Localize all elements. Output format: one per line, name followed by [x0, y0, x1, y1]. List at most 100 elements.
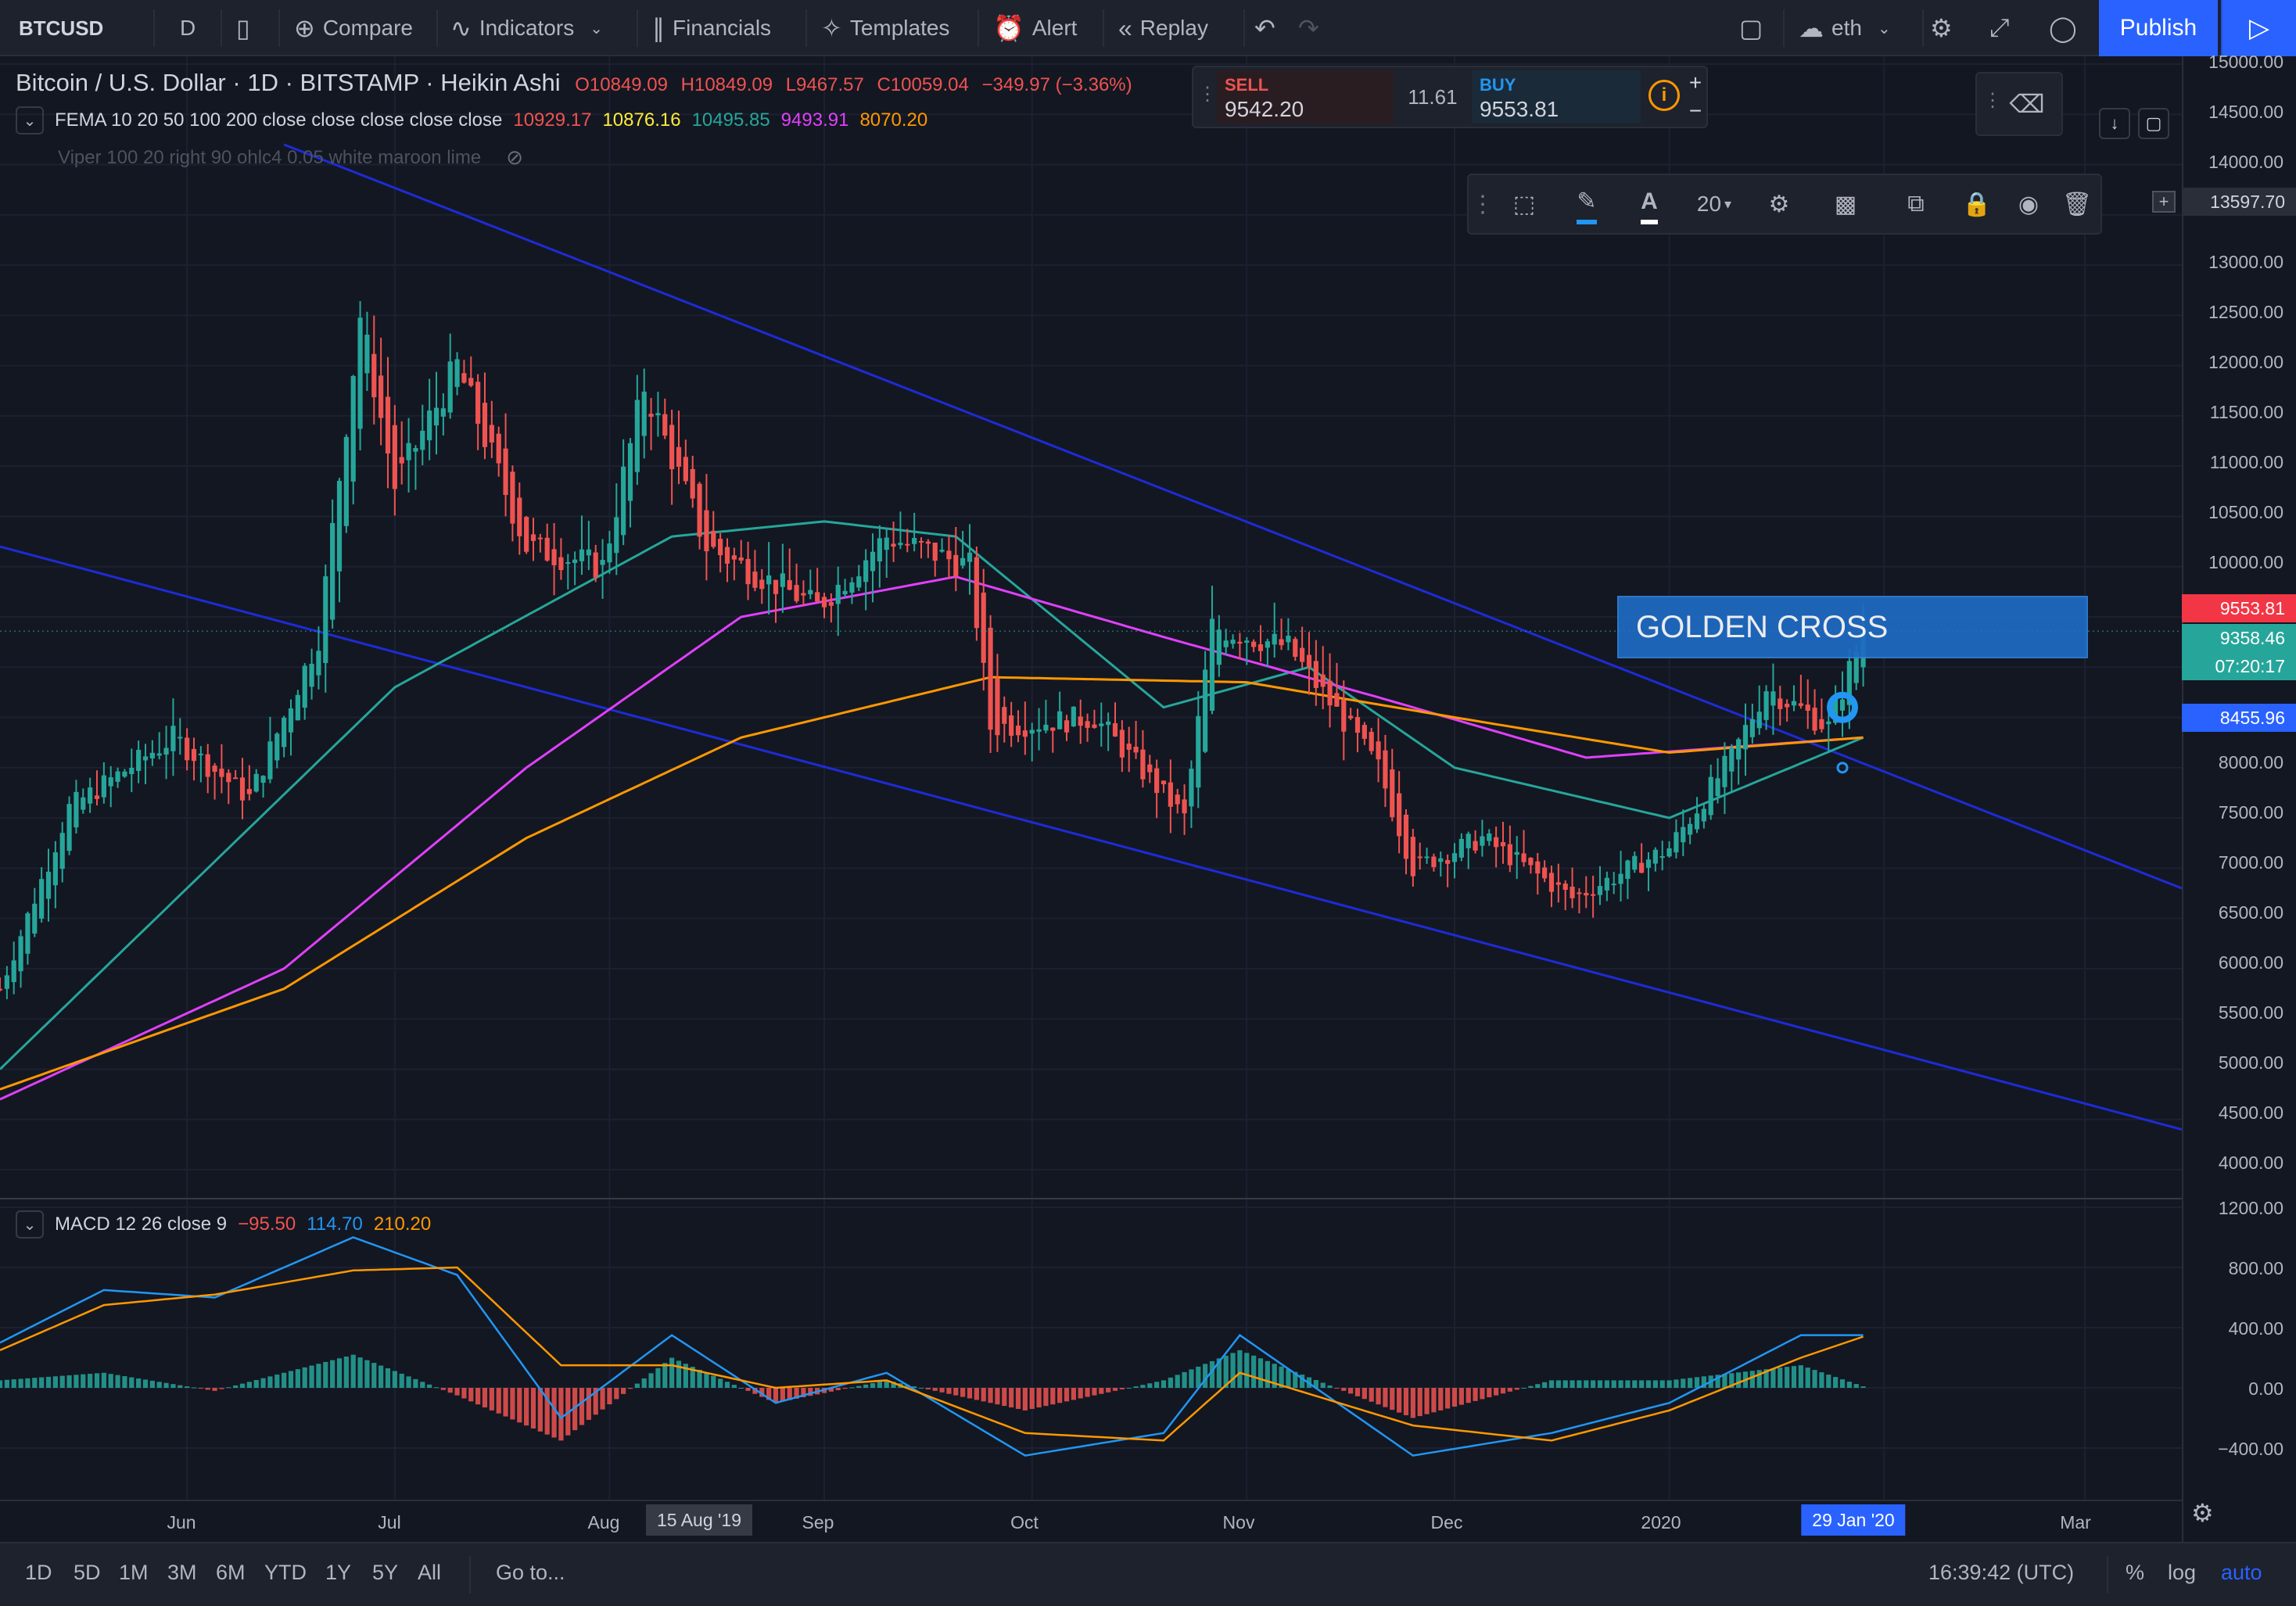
add-plus-icon[interactable]: + [2152, 191, 2176, 213]
snapshot-button[interactable]: ◯ [2049, 0, 2077, 56]
hide-button[interactable]: ◉ [2005, 175, 2052, 233]
range-5d[interactable]: 5D [74, 1561, 101, 1584]
candle-body [246, 789, 252, 794]
drag-handle-icon[interactable]: ⋮ [1471, 191, 1494, 217]
macd-histogram-bar [981, 1388, 986, 1402]
macd-histogram-bar [1230, 1353, 1236, 1388]
macd-legend[interactable]: ⌄ MACD 12 26 close 9 −95.50 114.70 210.2… [16, 1210, 431, 1239]
publish-video-button[interactable]: ▷ [2221, 0, 2296, 56]
macd-histogram-bar [309, 1365, 314, 1388]
collapse-chevron-icon[interactable]: ⌄ [16, 1210, 44, 1239]
line-color-button[interactable]: ✎ [1559, 175, 1614, 233]
crosshair-date-tag: 15 Aug '19 [646, 1504, 752, 1536]
candle-body [1805, 704, 1810, 712]
settings-button[interactable]: ⚙ [1752, 175, 1806, 233]
template-dropdown[interactable]: ⬚ [1497, 175, 1552, 233]
range-1y[interactable]: 1Y [325, 1561, 352, 1584]
viper-legend[interactable]: Viper 100 20 right 90 ohlc4 0.05 white m… [58, 145, 523, 170]
fullscreen-button[interactable]: ⤢ [1989, 0, 2010, 56]
log-scale-toggle[interactable]: log [2168, 1561, 2197, 1584]
replay-button[interactable]: « Replay [1118, 0, 1208, 56]
drag-handle-icon[interactable]: ⋮ [1983, 90, 2002, 111]
settings-button[interactable]: ⚙ [1930, 0, 1953, 56]
macd-histogram-bar [1562, 1380, 1568, 1388]
chart-type-button[interactable]: ▯ [236, 0, 250, 56]
macd-histogram-bar [967, 1388, 973, 1399]
macd-histogram-bar [399, 1373, 404, 1388]
macd-histogram-bar [1300, 1375, 1305, 1388]
macd-histogram-bar [1652, 1380, 1658, 1388]
range-5y[interactable]: 5Y [372, 1561, 399, 1584]
undo-button[interactable]: ↶ [1254, 0, 1275, 56]
range-3m[interactable]: 3M [167, 1561, 197, 1584]
candle-body [357, 317, 363, 429]
macd-histogram-bar [1133, 1386, 1139, 1388]
candle-body [1376, 741, 1381, 760]
redo-button[interactable]: ↷ [1298, 0, 1319, 56]
macd-histogram-bar [1313, 1379, 1318, 1388]
candle-body [1064, 720, 1070, 733]
saved-layout-button[interactable]: ☁ eth ⌄ [1799, 0, 1891, 56]
interval-button[interactable]: D [180, 0, 196, 56]
macd-histogram-bar [960, 1388, 966, 1397]
alert-button[interactable]: ⏰ Alert [993, 0, 1077, 56]
range-ytd[interactable]: YTD [264, 1561, 307, 1584]
fema-legend[interactable]: ⌄ FEMA 10 20 50 100 200 close close clos… [16, 106, 927, 134]
macd-histogram-bar [1057, 1388, 1063, 1403]
financials-button[interactable]: ∥ Financials [652, 0, 771, 56]
clone-button[interactable]: ⧉ [1885, 175, 1947, 233]
plus-button[interactable]: + [1688, 70, 1702, 95]
range-6m[interactable]: 6M [216, 1561, 246, 1584]
pane-divider[interactable] [0, 1198, 2182, 1199]
clock-timezone[interactable]: 16:39:42 (UTC) [1928, 1561, 2075, 1584]
range-all[interactable]: All [418, 1561, 442, 1584]
auto-scale-toggle[interactable]: auto [2221, 1561, 2262, 1584]
macd-histogram-bar [912, 1386, 917, 1388]
range-1m[interactable]: 1M [119, 1561, 149, 1584]
goto-date-button[interactable]: Go to... [496, 1561, 565, 1584]
scroll-down-button[interactable]: ↓ [2099, 108, 2130, 139]
maximize-pane-button[interactable]: ▢ [2138, 108, 2169, 139]
price-chart[interactable] [0, 56, 2182, 1500]
text-color-button[interactable]: A [1622, 175, 1677, 233]
templates-button[interactable]: ✧ Templates [821, 0, 949, 56]
sell-button[interactable]: SELL 9542.20 [1217, 70, 1394, 124]
font-size-dropdown[interactable]: 20 ▾ [1684, 175, 1744, 233]
layout-select-button[interactable]: ▢ [1739, 0, 1763, 56]
indicators-button[interactable]: ∿ Indicators ⌄ [450, 0, 603, 56]
drag-handle-icon[interactable]: ⋮ [1198, 84, 1217, 105]
collapse-chevron-icon[interactable]: ⌄ [16, 106, 44, 134]
candle-body [898, 543, 903, 546]
macd-histogram-bar [1507, 1388, 1512, 1392]
lock-button[interactable]: 🔒 [1955, 175, 1999, 233]
minus-button[interactable]: − [1688, 99, 1702, 123]
candle-body [752, 572, 758, 588]
info-icon[interactable]: i [1648, 80, 1680, 111]
time-axis[interactable]: Jun Jul Aug Sep Oct Nov Dec 2020 Mar 15 … [0, 1500, 2182, 1542]
candle-body [59, 833, 65, 869]
golden-cross-annotation[interactable]: GOLDEN CROSS [1617, 596, 2088, 658]
visual-order-button[interactable]: ▩ [1814, 175, 1877, 233]
gear-icon[interactable]: ⚙ [2191, 1499, 2214, 1527]
publish-button[interactable]: Publish [2099, 0, 2218, 56]
symbol-search[interactable]: BTCUSD [19, 0, 103, 56]
macd-histogram-bar [1729, 1373, 1735, 1388]
range-1d[interactable]: 1D [25, 1561, 52, 1584]
price-axis[interactable]: 15000.00 14500.00 14000.00 13000.00 1250… [2182, 52, 2296, 1542]
eraser-panel[interactable]: ⋮ ⌫ [1975, 72, 2063, 136]
compare-button[interactable]: ⊕ Compare [294, 0, 413, 56]
clone-icon: ⧉ [1907, 191, 1925, 217]
buy-button[interactable]: BUY 9553.81 [1472, 70, 1641, 124]
macd-histogram-bar [163, 1382, 169, 1388]
candle-body [115, 771, 120, 782]
hidden-eye-icon[interactable]: ⊘ [506, 145, 524, 169]
candle-body [648, 414, 654, 418]
price-label: 13000.00 [2208, 252, 2283, 272]
delete-button[interactable]: 🗑 [2054, 175, 2100, 233]
candle-body [1445, 860, 1451, 864]
macd-histogram-bar [1785, 1367, 1790, 1388]
fema-20-value: 10876.16 [602, 109, 681, 131]
macd-histogram-bar [433, 1387, 439, 1389]
percent-scale-toggle[interactable]: % [2126, 1561, 2145, 1584]
macd-histogram-bar [1348, 1388, 1354, 1394]
